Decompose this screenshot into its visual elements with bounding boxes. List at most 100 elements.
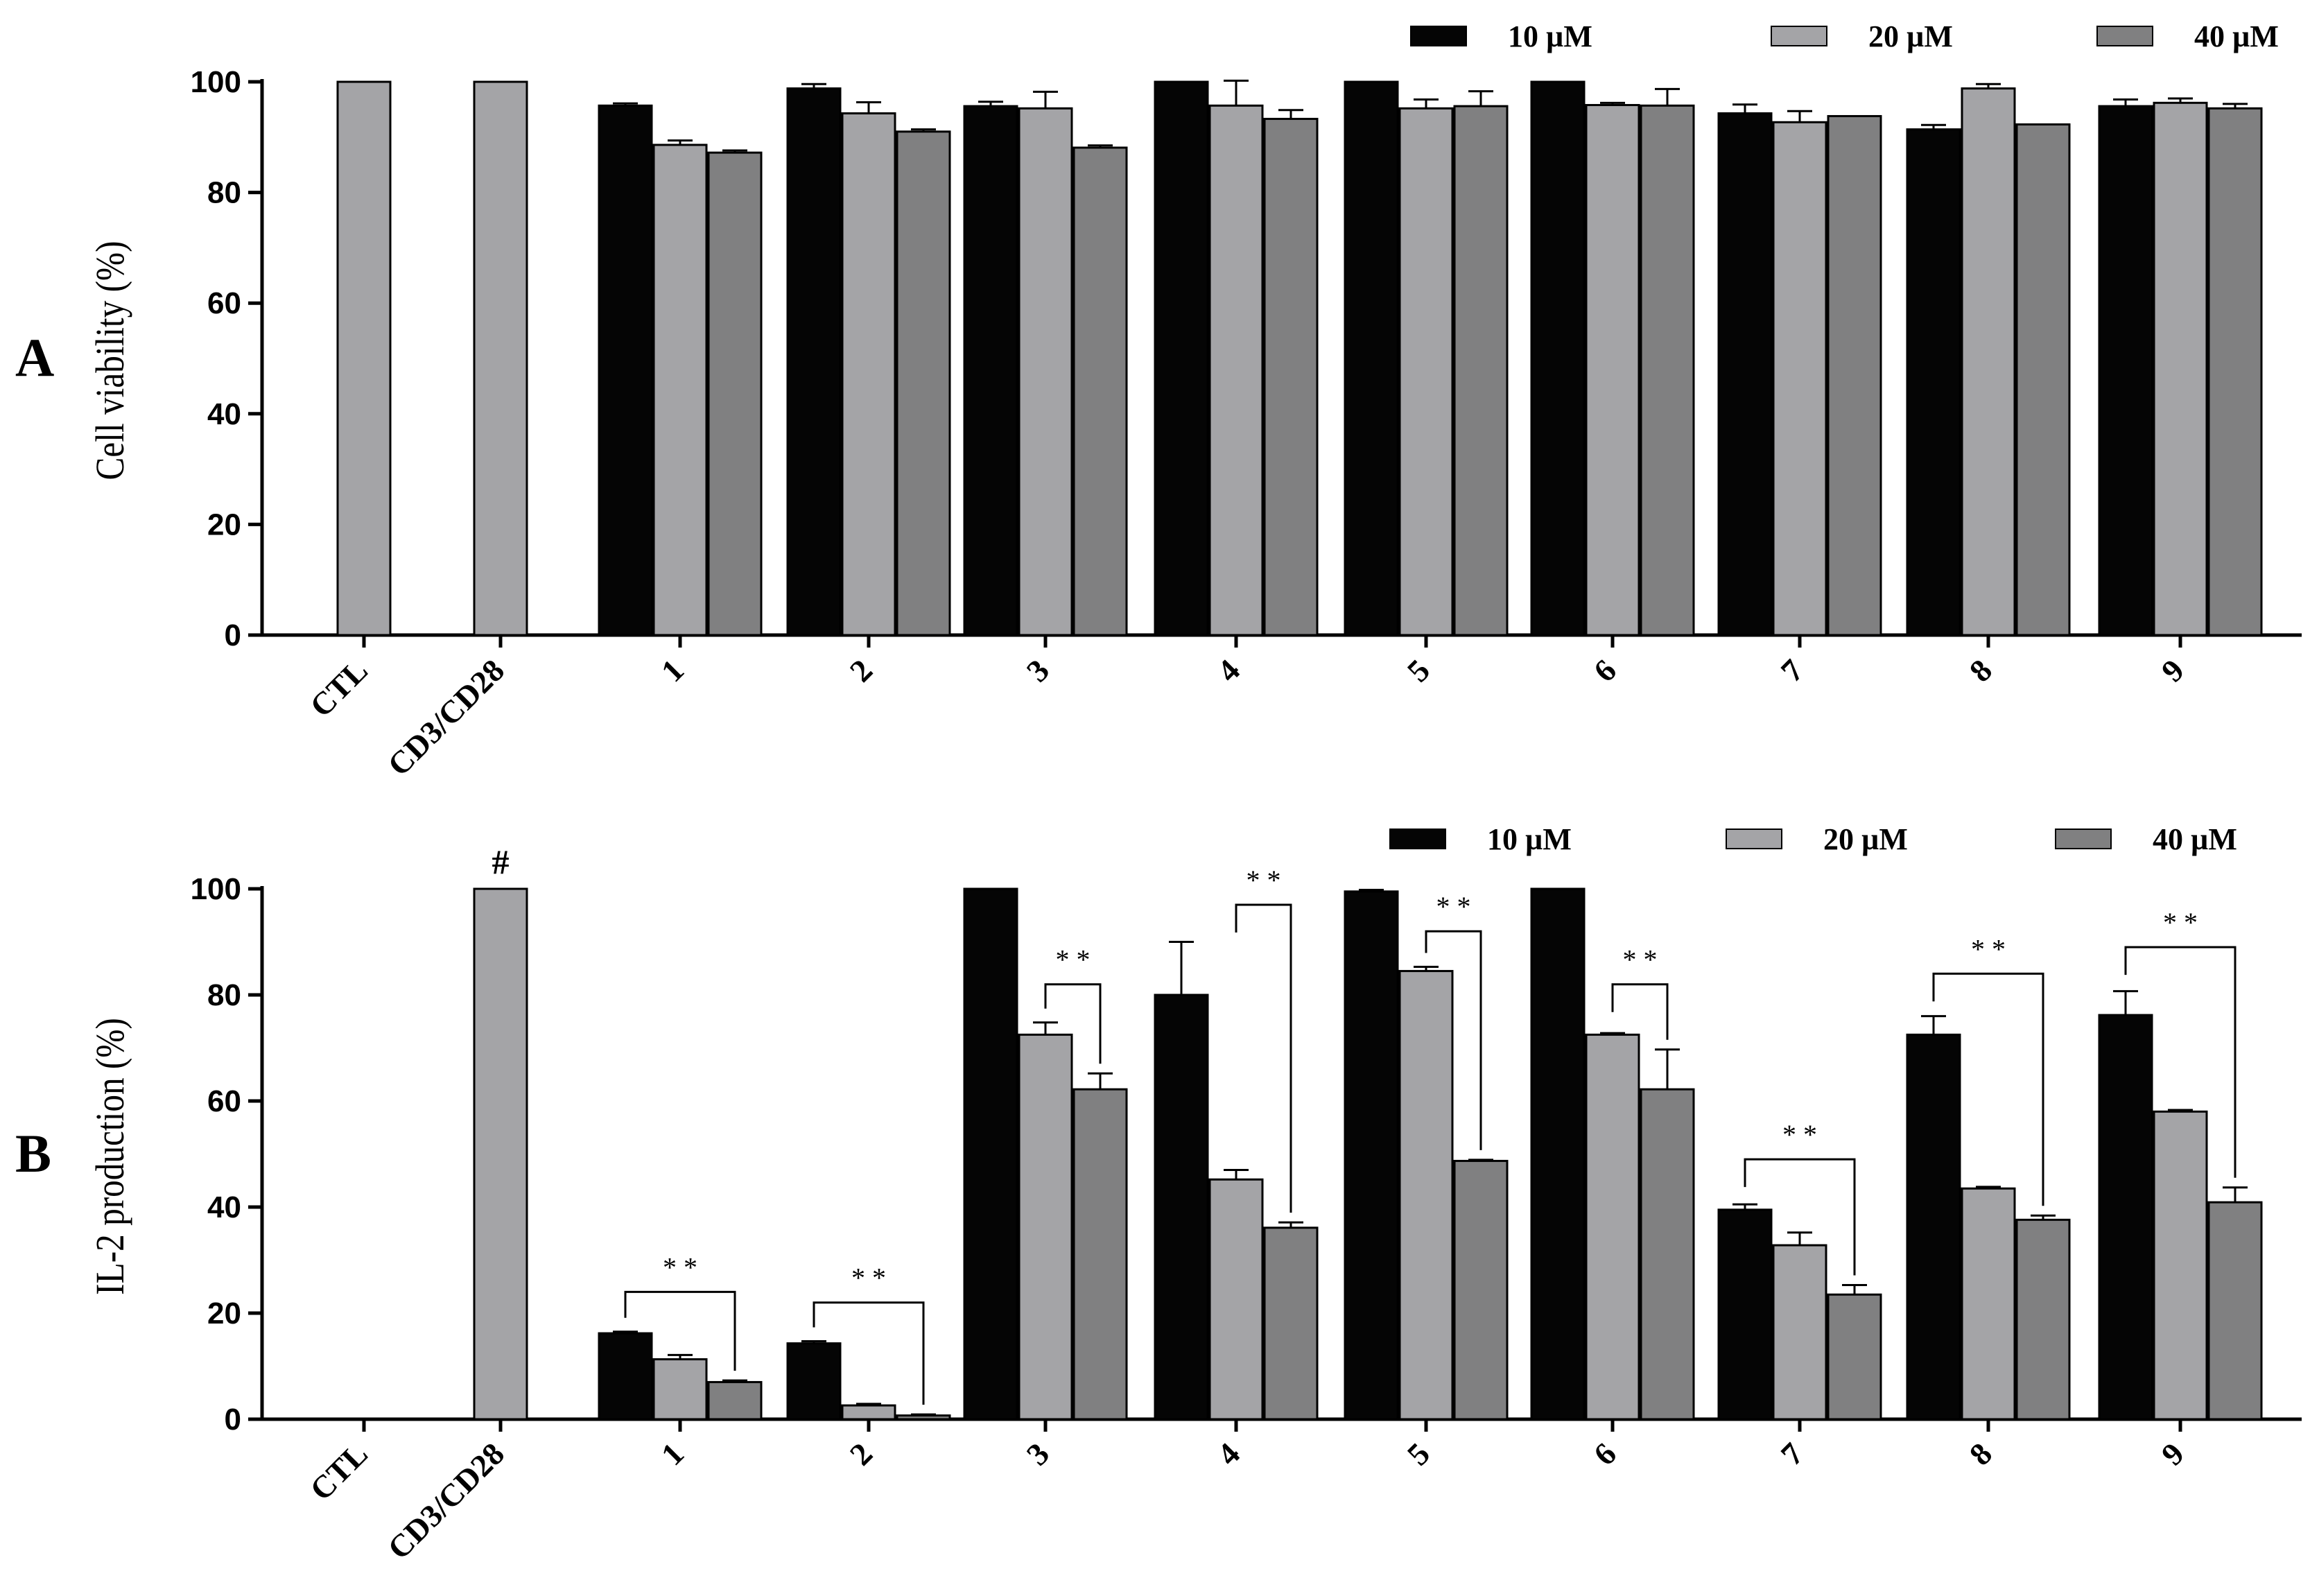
bar-40M-1 (707, 151, 763, 636)
bar-20M-4 (1208, 1178, 1264, 1421)
bar-10M-8 (1906, 128, 1961, 636)
y-tick-label: 80 (207, 978, 241, 1012)
bar-20M-6 (1585, 104, 1640, 636)
bar-10M-5 (1344, 80, 1399, 636)
significance-label: * * (663, 1251, 697, 1283)
x-tick-label: 8 (1963, 1436, 1999, 1472)
y-axis-label: IL-2 production (%) (87, 1018, 132, 1295)
bar-20M-4 (1208, 104, 1264, 636)
legend-swatch-20M (1771, 26, 1827, 46)
significance-bracket (1611, 983, 1669, 1040)
significance-bracket (1425, 930, 1482, 1150)
bar-40M-8 (2015, 123, 2071, 636)
significance-bracket (1744, 1158, 1856, 1276)
bar-40M-7 (1827, 114, 1882, 636)
bar-ctl (336, 80, 392, 636)
significance-label: * * (1971, 933, 2006, 964)
bar-40M-6 (1640, 1088, 1695, 1421)
bar-10M-4 (1154, 80, 1209, 636)
y-axis-label: Cell viability (%) (87, 241, 132, 480)
bar-40M-9 (2207, 1201, 2263, 1421)
bar-10M-6 (1530, 887, 1586, 1421)
bar-10M-3 (963, 105, 1018, 636)
x-tick-label: CTL (303, 1436, 374, 1507)
y-tick-label: 80 (207, 176, 241, 210)
bar-cd3-cd28 (473, 887, 528, 1421)
bar-20M-5 (1398, 107, 1454, 636)
x-tick-label: 2 (843, 1436, 879, 1472)
legend-swatch-10M (1410, 26, 1467, 46)
significance-marker: # (492, 842, 510, 881)
x-tick-label: CTL (303, 652, 374, 724)
bar-20M-5 (1398, 970, 1454, 1421)
bar-10M-9 (2098, 1014, 2153, 1421)
legend-label: 10 µM (1508, 19, 1592, 53)
bar-40M-4 (1263, 117, 1319, 636)
y-tick-label: 60 (207, 1084, 241, 1118)
significance-bracket (2124, 946, 2237, 1178)
bar-40M-5 (1453, 105, 1509, 636)
bar-10M-3 (963, 887, 1018, 1421)
bar-20M-2 (841, 112, 896, 636)
bar-20M-7 (1772, 121, 1827, 636)
bar-20M-9 (2153, 101, 2208, 636)
legend-label: 40 µM (2153, 822, 2237, 856)
significance-bracket (1932, 972, 2044, 1206)
bar-10M-1 (598, 1332, 653, 1421)
bar-20M-9 (2153, 1110, 2208, 1421)
x-tick-label: 7 (1774, 652, 1810, 688)
bar-10M-8 (1906, 1033, 1961, 1421)
y-tick-label: 60 (207, 286, 241, 320)
y-tick-label: 100 (191, 65, 241, 99)
significance-label: * * (1056, 944, 1091, 975)
x-tick-label: 7 (1774, 1436, 1810, 1472)
x-tick-label: 2 (843, 652, 879, 688)
bar-20M-1 (652, 1358, 708, 1421)
bar-20M-2 (841, 1404, 896, 1421)
bar-40M-2 (896, 130, 951, 636)
x-tick-label: 9 (2155, 652, 2191, 688)
significance-label: * * (1247, 865, 1281, 896)
significance-label: * * (2163, 907, 2198, 938)
y-tick-label: 20 (207, 1296, 241, 1330)
legend-label: 20 µM (1823, 822, 1908, 856)
bar-40M-9 (2207, 107, 2263, 636)
x-tick-label: 9 (2155, 1436, 2191, 1472)
legend-swatch-10M (1389, 829, 1446, 849)
bar-40M-8 (2015, 1218, 2071, 1421)
bar-10M-2 (786, 87, 842, 636)
bar-40M-5 (1453, 1159, 1509, 1421)
y-tick-label: 0 (225, 618, 241, 652)
panel-a: A Cell viability (%) 0 20 40 60 80 100 CTL CD3/CD… (15, 19, 2302, 783)
bar-10M-5 (1344, 890, 1399, 1421)
significance-bracket (813, 1301, 925, 1405)
x-tick-label: 8 (1963, 652, 1999, 688)
x-tick-label: CD3/CD28 (381, 1436, 511, 1566)
significance-bracket (624, 1290, 736, 1371)
bar-40M-4 (1263, 1226, 1319, 1421)
bar-10M-7 (1717, 112, 1773, 636)
panel-label: A (15, 327, 54, 388)
x-tick-label: 4 (1210, 1436, 1247, 1472)
bar-40M-2 (896, 1414, 951, 1421)
bar-20M-6 (1585, 1033, 1640, 1421)
bar-40M-1 (707, 1380, 763, 1421)
bar-10M-9 (2098, 105, 2153, 636)
significance-label: * * (1782, 1119, 1817, 1150)
y-tick-label: 100 (191, 872, 241, 906)
x-tick-label: 4 (1210, 652, 1247, 688)
bar-20M-3 (1018, 1033, 1073, 1421)
x-tick-label: 5 (1400, 652, 1436, 688)
bar-20M-8 (1961, 1187, 2016, 1421)
x-tick-label: 6 (1587, 1436, 1623, 1472)
bar-20M-3 (1018, 107, 1073, 636)
bar-20M-8 (1961, 87, 2016, 636)
bar-10M-2 (786, 1342, 842, 1421)
panel-b: B IL-2 production (%) 0 20 40 60 80 100 CTL CD3/C… (15, 822, 2302, 1566)
significance-label: * * (1436, 891, 1471, 922)
significance-label: * * (1623, 944, 1658, 975)
legend-swatch-40M (2055, 829, 2112, 849)
bar-10M-6 (1530, 80, 1586, 636)
y-tick-label: 40 (207, 1190, 241, 1224)
bar-10M-4 (1154, 994, 1209, 1421)
